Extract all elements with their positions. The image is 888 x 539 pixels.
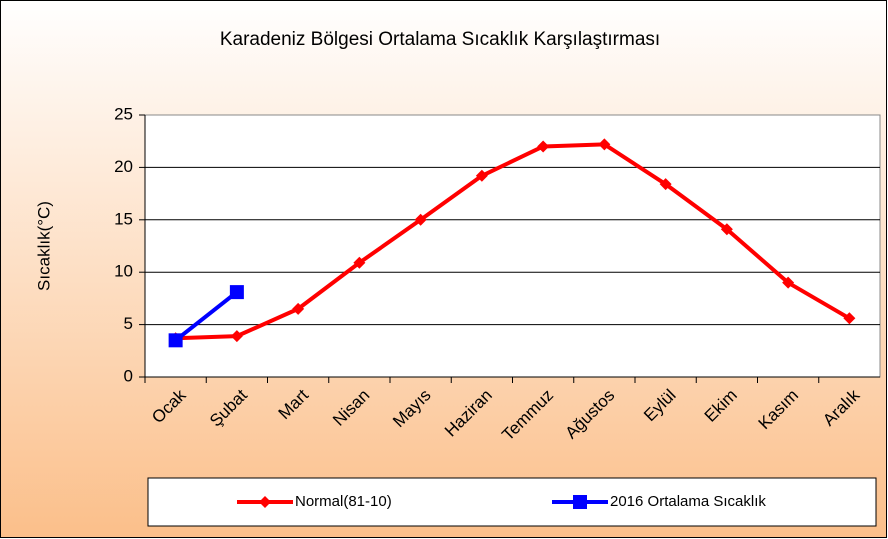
series-line xyxy=(175,142,851,341)
point xyxy=(475,169,488,182)
point xyxy=(659,178,672,191)
plot-area xyxy=(144,114,881,378)
point xyxy=(292,302,305,315)
y-tick-label: 15 xyxy=(114,209,133,228)
point xyxy=(353,256,366,269)
series-line xyxy=(174,290,239,342)
point xyxy=(598,138,611,151)
point xyxy=(230,330,243,343)
point xyxy=(720,223,733,236)
point xyxy=(259,496,271,508)
y-tick-label: 10 xyxy=(114,262,133,281)
point xyxy=(537,140,550,153)
y-tick-label: 25 xyxy=(114,104,133,123)
point xyxy=(414,213,427,226)
point xyxy=(782,276,795,289)
y-axis-label: Sıcaklık(°C) xyxy=(34,201,53,291)
point xyxy=(229,285,244,300)
y-tick-label: 5 xyxy=(124,314,133,333)
legend: Normal(81-10) 2016 Ortalama Sıcaklık xyxy=(237,493,766,510)
point xyxy=(843,312,856,325)
y-tick-label: 20 xyxy=(114,157,133,176)
legend-label: Normal(81-10) xyxy=(295,493,392,510)
point xyxy=(168,333,183,348)
legend-label: 2016 Ortalama Sıcaklık xyxy=(610,493,766,510)
chart-title: Karadeniz Bölgesi Ortalama Sıcaklık Karş… xyxy=(220,29,660,50)
y-tick-label: 0 xyxy=(124,366,133,385)
point xyxy=(573,495,587,509)
